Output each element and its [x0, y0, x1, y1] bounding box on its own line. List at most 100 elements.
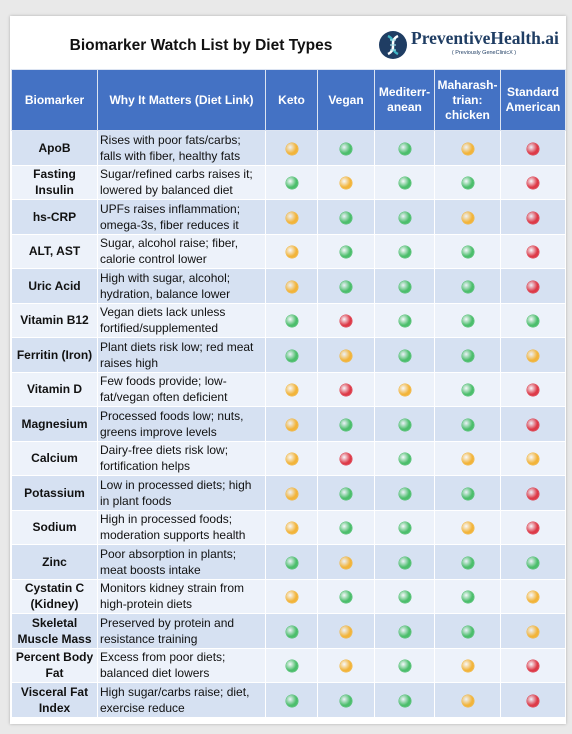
rating-dot-green	[398, 418, 411, 431]
diet-link-description: Dairy-free diets risk low; fortification…	[97, 440, 266, 476]
rating-cell-standard-american	[500, 268, 566, 304]
rating-cell-keto	[265, 647, 318, 683]
biomarker-name: Zinc	[11, 544, 98, 580]
rating-dot-green	[340, 280, 352, 293]
rating-dot-yellow	[340, 625, 352, 638]
brand-name: PreventiveHealth.ai	[411, 28, 559, 48]
column-header-why: Why It Matters (Diet Link)	[97, 69, 266, 131]
column-header-mediterranean: Mediterr-anean	[374, 69, 435, 131]
rating-dot-green	[398, 591, 411, 604]
rating-dot-yellow	[461, 694, 474, 707]
rating-dot-green	[461, 591, 474, 604]
rating-dot-green	[285, 349, 298, 362]
rating-cell-standard-american	[500, 509, 566, 545]
diet-link-description: Preserved by protein and resistance trai…	[97, 613, 266, 649]
rating-dot-yellow	[285, 487, 298, 500]
rating-dot-yellow	[461, 142, 474, 155]
rating-dot-yellow	[285, 142, 298, 155]
brand-subtitle: ( Previously GeneClinicX )	[451, 50, 517, 56]
rating-cell-vegan	[317, 647, 375, 683]
rating-dot-green	[340, 246, 352, 259]
diet-link-description: High with sugar, alcohol; hydration, bal…	[97, 268, 266, 304]
biomarker-name: Calcium	[11, 440, 98, 476]
rating-cell-keto	[265, 682, 318, 718]
table-row: Ferritin (Iron) Plant diets risk low; red…	[11, 337, 566, 373]
rating-dot-green	[527, 315, 539, 328]
rating-cell-mediterranean	[374, 440, 435, 476]
table-row: Skeletal Muscle Mass Preserved by protein…	[11, 613, 566, 649]
rating-dot-green	[398, 522, 411, 535]
rating-dot-green	[461, 487, 474, 500]
rating-cell-vegan	[317, 544, 375, 580]
rating-dot-yellow	[461, 660, 474, 673]
table-row: Visceral Fat Index High sugar/carbs raise…	[11, 682, 566, 718]
biomarker-name: hs-CRP	[11, 199, 98, 235]
rating-dot-red	[527, 487, 539, 500]
rating-dot-green	[285, 660, 298, 673]
rating-dot-green	[285, 694, 298, 707]
table-body: ApoB Rises with poor fats/carbs; falls wi…	[11, 130, 566, 718]
rating-cell-maharashtrian	[434, 406, 501, 442]
rating-dot-green	[285, 177, 298, 190]
rating-cell-mediterranean	[374, 371, 435, 407]
rating-cell-maharashtrian	[434, 613, 501, 649]
biomarker-name: Fasting Insulin	[11, 164, 98, 200]
rating-cell-maharashtrian	[434, 647, 501, 683]
biomarker-name: Uric Acid	[11, 268, 98, 304]
rating-cell-mediterranean	[374, 199, 435, 235]
rating-dot-green	[340, 418, 352, 431]
rating-dot-green	[340, 211, 352, 224]
table-row: Potassium Low in processed diets; high in…	[11, 475, 566, 511]
table-row: hs-CRP UPFs raises inflammation; omega-3s…	[11, 199, 566, 235]
rating-cell-vegan	[317, 440, 375, 476]
rating-cell-keto	[265, 164, 318, 200]
biomarker-name: Potassium	[11, 475, 98, 511]
column-header-vegan: Vegan	[317, 69, 375, 131]
rating-dot-green	[340, 522, 352, 535]
rating-dot-red	[340, 315, 352, 328]
biomarker-table: Biomarker Why It Matters (Diet Link) Ket…	[11, 69, 566, 718]
rating-dot-yellow	[340, 556, 352, 569]
rating-cell-mediterranean	[374, 164, 435, 200]
rating-dot-yellow	[285, 384, 298, 397]
rating-cell-maharashtrian	[434, 682, 501, 718]
rating-dot-yellow	[285, 591, 298, 604]
table-row: Sodium High in processed foods; moderatio…	[11, 509, 566, 545]
diet-link-description: Sugar, alcohol raise; fiber, calorie con…	[97, 233, 266, 269]
rating-cell-mediterranean	[374, 130, 435, 166]
rating-cell-standard-american	[500, 647, 566, 683]
brand-logo: PreventiveHealth.ai ( Previously GeneCli…	[378, 26, 566, 66]
rating-cell-standard-american	[500, 440, 566, 476]
rating-cell-maharashtrian	[434, 337, 501, 373]
biomarker-name: ALT, AST	[11, 233, 98, 269]
rating-cell-vegan	[317, 682, 375, 718]
rating-cell-keto	[265, 199, 318, 235]
rating-dot-green	[285, 556, 298, 569]
table-row: ApoB Rises with poor fats/carbs; falls wi…	[11, 130, 566, 166]
rating-dot-yellow	[285, 522, 298, 535]
rating-dot-red	[527, 694, 539, 707]
rating-cell-standard-american	[500, 337, 566, 373]
rating-cell-vegan	[317, 302, 375, 338]
rating-dot-green	[398, 246, 411, 259]
rating-dot-yellow	[461, 522, 474, 535]
diet-link-description: Rises with poor fats/carbs; falls with f…	[97, 130, 266, 166]
rating-dot-green	[461, 556, 474, 569]
rating-cell-maharashtrian	[434, 164, 501, 200]
rating-dot-yellow	[285, 280, 298, 293]
rating-cell-maharashtrian	[434, 578, 501, 614]
rating-dot-red	[527, 246, 539, 259]
biomarker-name: Cystatin C (Kidney)	[11, 578, 98, 614]
rating-dot-red	[527, 177, 539, 190]
rating-cell-mediterranean	[374, 406, 435, 442]
rating-dot-red	[527, 384, 539, 397]
rating-dot-yellow	[340, 660, 352, 673]
biomarker-name: Skeletal Muscle Mass	[11, 613, 98, 649]
rating-cell-mediterranean	[374, 682, 435, 718]
rating-dot-yellow	[285, 211, 298, 224]
column-header-maharashtrian: Maharash-trian: chicken	[434, 69, 501, 131]
diet-link-description: Excess from poor diets; balanced diet lo…	[97, 647, 266, 683]
column-header-biomarker: Biomarker	[11, 69, 98, 131]
rating-cell-mediterranean	[374, 268, 435, 304]
rating-dot-green	[398, 315, 411, 328]
